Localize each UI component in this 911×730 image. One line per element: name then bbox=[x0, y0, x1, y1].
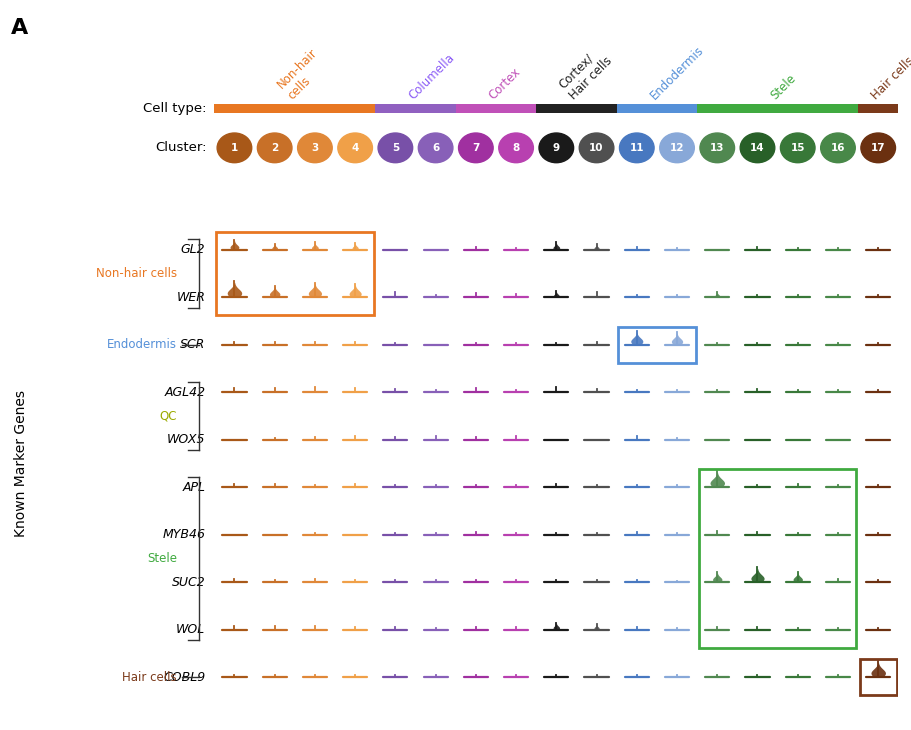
Circle shape bbox=[578, 133, 613, 163]
Text: Known Marker Genes: Known Marker Genes bbox=[15, 390, 28, 537]
Bar bbox=[536, 104, 616, 113]
Bar bbox=[214, 104, 374, 113]
Text: Endodermis: Endodermis bbox=[647, 43, 706, 102]
Text: Endodermis: Endodermis bbox=[107, 338, 177, 351]
Circle shape bbox=[700, 133, 733, 163]
Circle shape bbox=[740, 133, 774, 163]
Bar bbox=[698, 469, 855, 648]
Bar bbox=[696, 104, 857, 113]
Text: 10: 10 bbox=[589, 143, 603, 153]
Bar bbox=[374, 104, 456, 113]
Circle shape bbox=[780, 133, 814, 163]
Circle shape bbox=[458, 133, 493, 163]
Text: Non-hair cells: Non-hair cells bbox=[96, 267, 177, 280]
Text: 8: 8 bbox=[512, 143, 519, 153]
Text: GL2: GL2 bbox=[180, 243, 205, 256]
Text: Non-hair
cells: Non-hair cells bbox=[275, 46, 331, 102]
Circle shape bbox=[378, 133, 412, 163]
Text: 9: 9 bbox=[552, 143, 559, 153]
Text: 6: 6 bbox=[432, 143, 439, 153]
Text: 14: 14 bbox=[750, 143, 764, 153]
Text: Stele: Stele bbox=[768, 72, 798, 102]
Text: 5: 5 bbox=[392, 143, 399, 153]
Circle shape bbox=[498, 133, 533, 163]
Text: Stele: Stele bbox=[147, 552, 177, 565]
Circle shape bbox=[538, 133, 573, 163]
Text: 17: 17 bbox=[870, 143, 885, 153]
Text: SUC2: SUC2 bbox=[171, 576, 205, 589]
Circle shape bbox=[659, 133, 693, 163]
Bar bbox=[616, 104, 696, 113]
Text: 7: 7 bbox=[472, 143, 479, 153]
Text: 13: 13 bbox=[710, 143, 723, 153]
Text: APL: APL bbox=[182, 481, 205, 493]
Bar bbox=[857, 104, 897, 113]
Text: COBL9: COBL9 bbox=[163, 671, 205, 684]
Text: Hair cells: Hair cells bbox=[868, 54, 911, 102]
Text: 12: 12 bbox=[669, 143, 683, 153]
Text: WOL: WOL bbox=[176, 623, 205, 637]
Text: 2: 2 bbox=[271, 143, 278, 153]
Text: 3: 3 bbox=[311, 143, 318, 153]
Circle shape bbox=[820, 133, 855, 163]
Text: 15: 15 bbox=[790, 143, 804, 153]
Text: 16: 16 bbox=[830, 143, 844, 153]
Text: Cell type:: Cell type: bbox=[143, 102, 206, 115]
Text: MYB46: MYB46 bbox=[162, 529, 205, 541]
Text: Cluster:: Cluster: bbox=[155, 142, 206, 154]
Text: QC: QC bbox=[159, 410, 177, 423]
Text: Cortex/
Hair cells: Cortex/ Hair cells bbox=[556, 44, 614, 102]
Text: AGL42: AGL42 bbox=[164, 386, 205, 399]
Bar bbox=[216, 232, 374, 315]
Text: WOX5: WOX5 bbox=[167, 434, 205, 446]
Circle shape bbox=[619, 133, 653, 163]
Bar bbox=[456, 104, 536, 113]
Text: A: A bbox=[11, 18, 28, 38]
Circle shape bbox=[337, 133, 372, 163]
Text: WER: WER bbox=[177, 291, 205, 304]
Text: Cortex: Cortex bbox=[486, 65, 523, 102]
Circle shape bbox=[297, 133, 332, 163]
Circle shape bbox=[257, 133, 292, 163]
Text: Hair cells: Hair cells bbox=[122, 671, 177, 684]
Circle shape bbox=[217, 133, 251, 163]
Circle shape bbox=[860, 133, 895, 163]
Text: 11: 11 bbox=[629, 143, 643, 153]
Circle shape bbox=[418, 133, 453, 163]
Text: 1: 1 bbox=[230, 143, 238, 153]
Text: 4: 4 bbox=[351, 143, 358, 153]
Text: Columella: Columella bbox=[406, 51, 456, 102]
Bar bbox=[859, 659, 896, 695]
Text: SCR: SCR bbox=[180, 338, 205, 351]
Bar bbox=[618, 327, 695, 363]
